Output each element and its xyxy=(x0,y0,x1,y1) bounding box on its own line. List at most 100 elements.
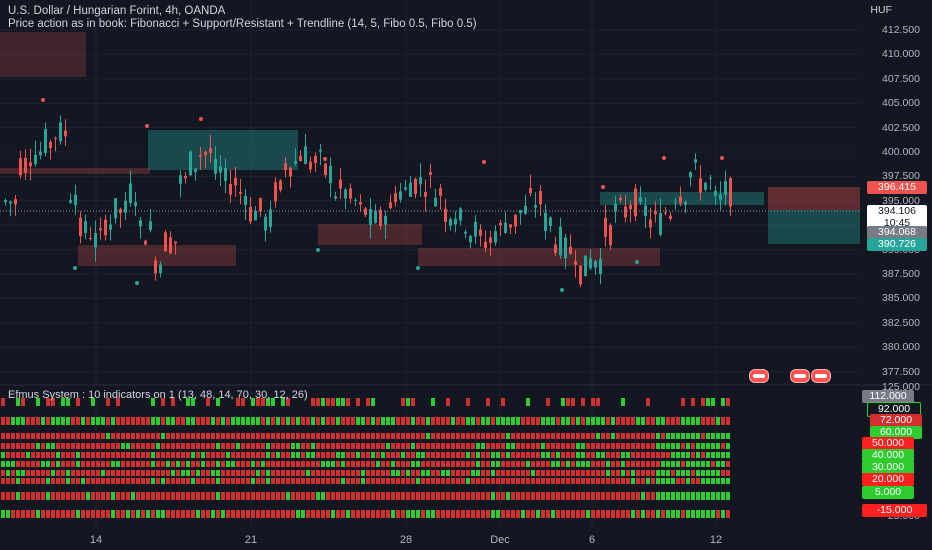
heatmap-cell xyxy=(686,443,690,449)
heatmap-cell xyxy=(346,478,350,484)
heatmap-cell xyxy=(211,470,215,476)
heatmap-cell xyxy=(231,417,235,425)
heatmap-cell xyxy=(91,478,95,484)
heatmap-cell xyxy=(101,470,105,476)
heatmap-cell xyxy=(406,417,410,425)
heatmap-cell xyxy=(16,443,20,449)
candle-body xyxy=(664,212,667,214)
heatmap-cell xyxy=(191,417,195,425)
heatmap-cell xyxy=(526,417,530,425)
heatmap-cell xyxy=(21,443,25,449)
heatmap-cell xyxy=(266,417,270,425)
heatmap-cell xyxy=(461,417,465,425)
heatmap-cell xyxy=(321,492,325,500)
heatmap-cell xyxy=(566,443,570,449)
heatmap-cell xyxy=(261,417,265,425)
heatmap-cell xyxy=(51,398,55,406)
heatmap-cell xyxy=(551,510,555,518)
heatmap-cell xyxy=(116,433,120,439)
heatmap-cell xyxy=(681,492,685,500)
heatmap-cell xyxy=(661,492,665,500)
heatmap-cell xyxy=(671,443,675,449)
heatmap-cell xyxy=(661,452,665,458)
heatmap-cell xyxy=(621,492,625,500)
heatmap-cell xyxy=(696,417,700,425)
heatmap-cell xyxy=(36,398,40,406)
candle-body xyxy=(199,154,202,157)
heatmap-cell xyxy=(346,510,350,518)
heatmap-cell xyxy=(511,510,515,518)
heatmap-cell xyxy=(516,452,520,458)
heatmap-cell xyxy=(631,452,635,458)
heatmap-cell xyxy=(706,417,710,425)
heatmap-cell xyxy=(641,470,645,476)
heatmap-cell xyxy=(371,492,375,500)
heatmap-cell xyxy=(491,461,495,467)
candle-body xyxy=(524,205,527,214)
heatmap-cell xyxy=(596,470,600,476)
candle-body xyxy=(604,217,607,237)
heatmap-cell xyxy=(336,443,340,449)
heatmap-cell xyxy=(591,492,595,500)
heatmap-cell xyxy=(16,478,20,484)
heatmap-cell xyxy=(91,433,95,439)
candle-body xyxy=(534,205,537,208)
heatmap-cell xyxy=(346,452,350,458)
heatmap-cell xyxy=(441,470,445,476)
heatmap-cell xyxy=(21,492,25,500)
heatmap-cell xyxy=(356,398,360,406)
heatmap-cell xyxy=(126,433,130,439)
heatmap-cell xyxy=(166,417,170,425)
heatmap-cell xyxy=(376,510,380,518)
heatmap-cell xyxy=(331,398,335,406)
heatmap-cell xyxy=(541,461,545,467)
heatmap-cell xyxy=(206,417,210,425)
us-flag-event-icon[interactable] xyxy=(811,369,831,383)
heatmap-cell xyxy=(481,492,485,500)
heatmap-cell xyxy=(691,510,695,518)
heatmap-cell xyxy=(421,470,425,476)
heatmap-cell xyxy=(531,417,535,425)
heatmap-cell xyxy=(51,433,55,439)
candle-body xyxy=(274,182,277,202)
candle-body xyxy=(704,182,707,190)
heatmap-cell xyxy=(121,443,125,449)
current-price-value: 394.106 xyxy=(878,205,916,217)
candle-body xyxy=(184,175,187,179)
heatmap-cell xyxy=(691,478,695,484)
heatmap-cell xyxy=(76,478,80,484)
heatmap-cell xyxy=(116,478,120,484)
heatmap-cell xyxy=(321,461,325,467)
us-flag-event-icon[interactable] xyxy=(749,369,769,383)
heatmap-cell xyxy=(451,433,455,439)
heatmap-cell xyxy=(321,417,325,425)
candle-body xyxy=(359,202,362,205)
heatmap-cell xyxy=(296,492,300,500)
heatmap-cell xyxy=(296,470,300,476)
heatmap-cell xyxy=(81,417,85,425)
heatmap-cell xyxy=(26,470,30,476)
heatmap-cell xyxy=(451,478,455,484)
heatmap-cell xyxy=(381,478,385,484)
heatmap-cell xyxy=(561,461,565,467)
heatmap-cell xyxy=(546,510,550,518)
heatmap-cell xyxy=(326,510,330,518)
candle-body xyxy=(459,208,462,221)
heatmap-cell xyxy=(656,492,660,500)
heatmap-cell xyxy=(51,443,55,449)
heatmap-cell xyxy=(101,452,105,458)
swing-marker xyxy=(323,157,327,161)
heatmap-cell xyxy=(456,492,460,500)
heatmap-cell xyxy=(191,478,195,484)
heatmap-cell xyxy=(286,417,290,425)
us-flag-event-icon[interactable] xyxy=(790,369,810,383)
heatmap-cell xyxy=(261,443,265,449)
candle-body xyxy=(29,162,32,167)
heatmap-cell xyxy=(126,417,130,425)
heatmap-cell xyxy=(86,478,90,484)
heatmap-cell xyxy=(501,398,505,406)
heatmap-cell xyxy=(391,510,395,518)
heatmap-cell xyxy=(381,461,385,467)
heatmap-cell xyxy=(486,478,490,484)
